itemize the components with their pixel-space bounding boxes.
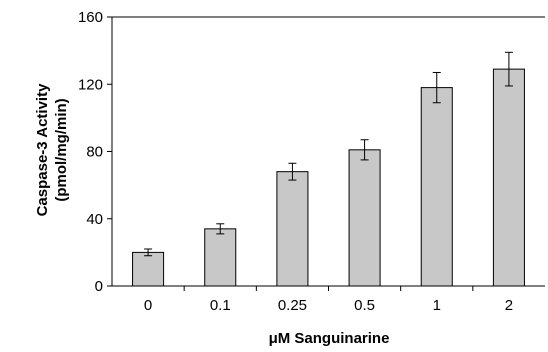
axes (107, 16, 545, 291)
y-tick-labels: 0 40 80 120 160 (78, 9, 103, 295)
bar-0 (132, 251, 165, 287)
bars (132, 68, 525, 287)
y-tick-label: 80 (86, 144, 103, 161)
bar-1 (420, 87, 453, 287)
x-tick-labels: 0 0.1 0.25 0.5 1 2 (144, 297, 513, 314)
x-tick-label-0: 0 (144, 297, 152, 314)
bar-2 (492, 68, 525, 287)
x-tick-label-0.5: 0.5 (354, 297, 375, 314)
y-axis-title-line2: (pmol/mg/min) (53, 98, 70, 201)
y-tick-label: 120 (78, 76, 103, 93)
bar-0.1 (204, 228, 237, 287)
y-tick-label: 40 (86, 211, 103, 228)
bar-0.25 (276, 171, 309, 287)
y-tick-label: 160 (78, 9, 103, 26)
x-tick-label-0.1: 0.1 (210, 297, 231, 314)
x-tick-label-1: 1 (433, 297, 441, 314)
x-tick-label-0.25: 0.25 (278, 297, 307, 314)
bar-0.5 (348, 149, 381, 287)
y-tick-label: 0 (95, 278, 103, 295)
x-axis-title: μM Sanguinarine (269, 330, 390, 347)
error-bars (144, 51, 513, 257)
y-axis-title-line1: Caspase-3 Activity (34, 83, 51, 216)
x-tick-label-2: 2 (505, 297, 513, 314)
